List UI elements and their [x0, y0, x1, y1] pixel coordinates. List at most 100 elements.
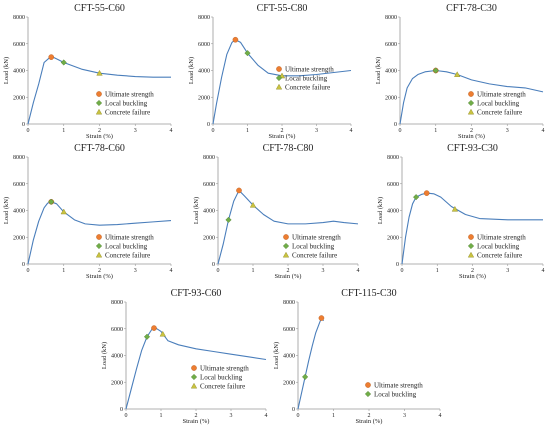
concrete-marker — [60, 208, 67, 215]
x-tick-label: 3 — [506, 128, 509, 134]
legend-label-local: Local buckling — [105, 242, 148, 250]
legend-label-concrete: Concrete failure — [477, 251, 522, 259]
legend-label-local: Local buckling — [105, 99, 148, 107]
legend-ultimate-symbol — [96, 91, 102, 97]
x-tick-label: 1 — [62, 268, 65, 274]
y-tick-label: 2000 — [13, 95, 25, 101]
ultimate-marker — [151, 325, 157, 331]
chart-panel-1: CFT-55-C60 0 2000 4000 6000 8000 0 1 2 3 4 Strain (… — [3, 3, 173, 140]
chart-panel-8: CFT-115-C30 0 2000 4000 6000 8000 0 1 2 3 4 Strain … — [273, 288, 442, 425]
x-tick-label: 1 — [434, 128, 437, 134]
legend-label-ultimate: Ultimate strength — [200, 364, 249, 372]
legend-local-symbol — [275, 74, 283, 82]
x-axis-label: Strain (%) — [356, 418, 383, 425]
y-tick-label: 2000 — [387, 235, 399, 241]
y-tick-label: 4000 — [203, 209, 215, 215]
series-line — [125, 327, 267, 410]
concrete-marker — [159, 330, 166, 337]
y-tick-label: 2000 — [283, 380, 295, 386]
x-tick-label: 2 — [98, 268, 101, 274]
y-tick-label: 8000 — [385, 15, 397, 21]
y-tick-label: 8000 — [13, 155, 25, 161]
local-marker — [225, 216, 232, 223]
series-line — [297, 317, 324, 410]
y-tick-label: 8000 — [111, 300, 123, 306]
x-axis-label: Strain (%) — [86, 133, 113, 140]
legend-label-local: Local buckling — [200, 373, 243, 381]
y-tick-label: 8000 — [203, 155, 215, 161]
concrete-marker — [249, 201, 257, 208]
legend-label-ultimate: Ultimate strength — [374, 381, 423, 389]
y-tick-label: 4000 — [13, 69, 25, 75]
y-tick-label: 2000 — [111, 380, 123, 386]
legend-label-local: Local buckling — [292, 242, 335, 250]
legend-label-local: Local buckling — [477, 242, 520, 250]
ultimate-marker — [423, 190, 430, 196]
x-tick-label: 4 — [265, 413, 268, 419]
legend-ultimate-symbol — [468, 234, 474, 240]
x-tick-label: 3 — [230, 413, 233, 419]
ultimate-marker — [48, 54, 55, 60]
y-tick-label: 6000 — [13, 182, 25, 188]
x-tick-label: 2 — [470, 128, 473, 134]
x-tick-label: 4 — [542, 128, 545, 134]
y-tick-label: 4000 — [387, 209, 399, 215]
legend-concrete-symbol — [467, 251, 475, 258]
x-tick-label: 1 — [436, 268, 439, 274]
x-tick-label: 0 — [399, 128, 402, 134]
x-tick-label: 4 — [350, 128, 353, 134]
x-tick-label: 3 — [134, 128, 137, 134]
legend-concrete-symbol — [282, 251, 290, 258]
x-tick-label: 0 — [297, 413, 300, 419]
chart-title: CFT-115-C30 — [341, 288, 396, 299]
series-line — [399, 69, 544, 125]
chart-panel-6: CFT-93-C30 0 2000 4000 6000 8000 0 1 2 3 4 Strain (… — [377, 143, 545, 280]
x-tick-label: 4 — [542, 268, 545, 274]
x-tick-label: 3 — [315, 128, 318, 134]
y-tick-label: 6000 — [203, 182, 215, 188]
legend-ultimate-symbol — [365, 382, 371, 388]
y-axis-label: Load (kN) — [273, 342, 280, 369]
x-axis-label: Strain (%) — [269, 133, 296, 140]
local-marker — [48, 198, 55, 205]
y-tick-label: 0 — [207, 122, 210, 128]
ultimate-marker — [236, 187, 242, 194]
y-tick-label: 6000 — [13, 42, 25, 48]
legend-concrete-symbol — [95, 108, 103, 115]
chart-panel-4: CFT-78-C60 0 2000 4000 6000 8000 0 1 2 3 4 Strain (… — [3, 143, 173, 280]
y-tick-label: 6000 — [387, 182, 399, 188]
concrete-marker — [96, 69, 103, 76]
legend-local-symbol — [467, 242, 475, 250]
x-tick-label: 1 — [332, 413, 335, 419]
x-tick-label: 3 — [322, 268, 325, 274]
legend-ultimate-symbol — [468, 91, 474, 97]
chart-title: CFT-55-C80 — [257, 3, 308, 14]
y-axis-label: Load (kN) — [193, 197, 200, 224]
legend-ultimate-symbol — [276, 66, 282, 72]
x-axis-label: Strain (%) — [458, 133, 485, 140]
legend-label-concrete: Concrete failure — [200, 382, 245, 390]
legend-concrete-symbol — [190, 382, 198, 389]
chart-title: CFT-93-C60 — [171, 288, 222, 299]
x-tick-label: 0 — [125, 413, 128, 419]
x-axis-label: Strain (%) — [183, 418, 210, 425]
chart-title: CFT-78-C60 — [74, 143, 125, 154]
x-tick-label: 1 — [252, 268, 255, 274]
y-axis-label: Load (kN) — [377, 197, 384, 224]
x-axis-label: Strain (%) — [86, 273, 113, 280]
legend-label-local: Local buckling — [285, 74, 328, 82]
y-tick-label: 2000 — [13, 235, 25, 241]
y-tick-label: 2000 — [203, 235, 215, 241]
chart-panel-3: CFT-78-C30 0 2000 4000 6000 8000 0 1 2 3 4 Strain (… — [375, 3, 545, 140]
y-tick-label: 2000 — [198, 95, 210, 101]
y-tick-label: 0 — [396, 262, 399, 268]
legend-local-symbol — [282, 242, 290, 250]
legend-label-ultimate: Ultimate strength — [105, 90, 154, 98]
